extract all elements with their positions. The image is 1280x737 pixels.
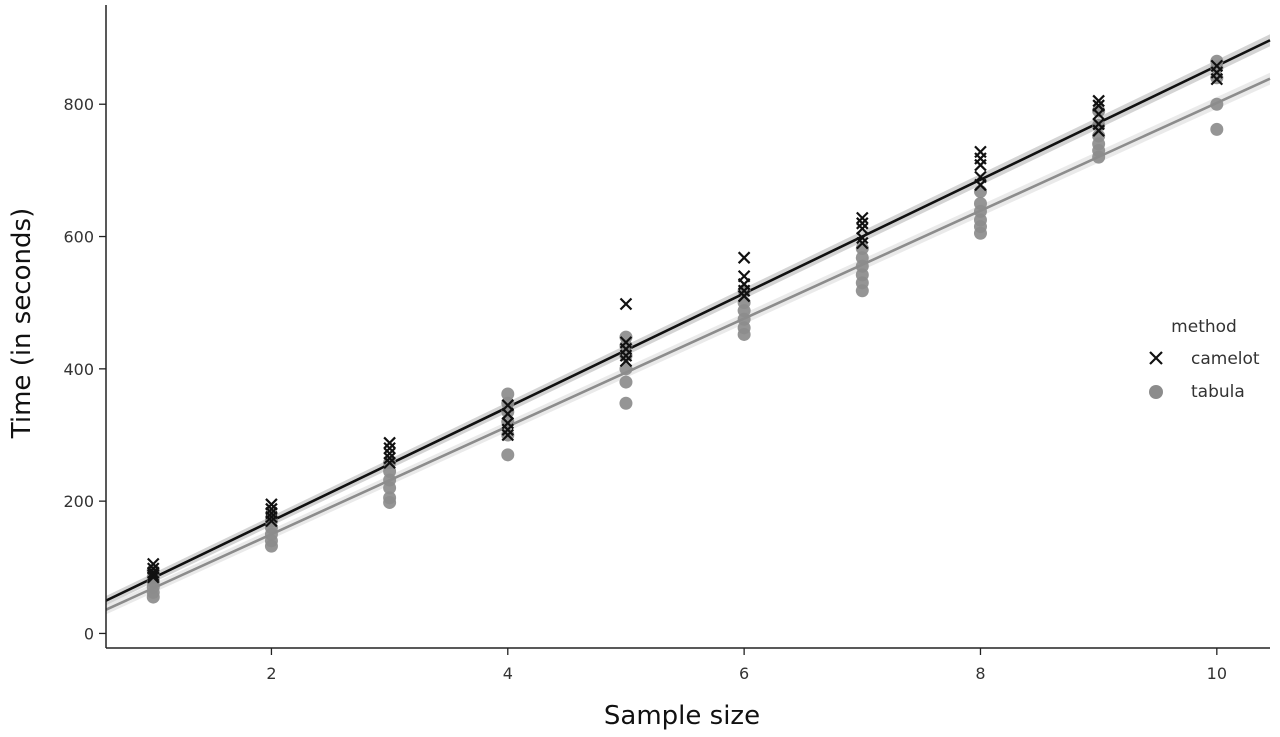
y-tick-label: 200 (63, 492, 94, 511)
point-camelot (619, 297, 633, 311)
x-tick-label: 6 (739, 664, 749, 683)
x-tick-label: 8 (975, 664, 985, 683)
point-camelot (974, 178, 987, 192)
point-camelot (146, 566, 160, 579)
point-camelot (501, 407, 515, 421)
point-camelot (856, 211, 869, 225)
point-camelot (501, 423, 515, 436)
point-tabula (619, 396, 633, 410)
legend-label-tabula: tabula (1191, 382, 1245, 402)
legend-marker-camelot (1149, 351, 1163, 365)
y-tick-label: 800 (63, 95, 94, 114)
point-camelot (1092, 94, 1105, 108)
point-tabula (1092, 150, 1106, 164)
plot-area (105, 34, 1271, 615)
point-tabula (1210, 97, 1224, 111)
point-tabula (383, 481, 397, 495)
x-tick-label: 4 (503, 664, 513, 683)
point-tabula (973, 226, 987, 240)
point-camelot (737, 289, 751, 303)
regression-line-tabula (105, 77, 1271, 611)
point-tabula (1210, 61, 1224, 75)
y-tick-label: 0 (84, 624, 94, 643)
point-camelot (1092, 107, 1105, 121)
point-camelot (146, 568, 160, 582)
point-camelot (737, 284, 751, 298)
point-camelot (383, 456, 396, 470)
point-camelot (856, 222, 869, 235)
point-tabula (855, 284, 869, 298)
y-tick-label: 600 (63, 228, 94, 247)
point-camelot (383, 451, 396, 465)
point-tabula (737, 327, 751, 341)
point-tabula (146, 590, 160, 604)
legend-title: method (1171, 317, 1237, 337)
point-camelot (1092, 124, 1105, 137)
point-tabula (619, 339, 633, 353)
legend-marker-tabula (1149, 385, 1163, 399)
point-tabula (973, 185, 987, 199)
point-camelot (619, 354, 633, 368)
point-camelot (265, 514, 278, 528)
legend: method camelot tabula (1149, 317, 1260, 402)
point-camelot (974, 158, 987, 172)
point-camelot (856, 236, 869, 250)
regression-line-camelot (105, 39, 1271, 602)
x-tick-label: 2 (266, 664, 276, 683)
x-axis-ticks: 2 4 6 8 10 (266, 648, 1227, 683)
point-camelot (383, 447, 396, 460)
point-tabula (501, 387, 515, 401)
point-camelot (265, 510, 278, 524)
point-tabula (264, 539, 278, 553)
point-camelot (383, 441, 396, 455)
legend-label-camelot: camelot (1191, 349, 1260, 369)
point-camelot (1210, 72, 1224, 86)
point-camelot (146, 570, 160, 584)
y-axis-label: Time (in seconds) (7, 208, 37, 439)
point-tabula (1210, 122, 1224, 136)
data-points (146, 54, 1224, 604)
y-tick-label: 400 (63, 360, 94, 379)
point-tabula (619, 375, 633, 389)
point-camelot (383, 436, 396, 450)
x-axis-label: Sample size (604, 701, 760, 731)
x-tick-label: 10 (1207, 664, 1227, 683)
point-camelot (856, 231, 869, 245)
point-tabula (501, 448, 515, 462)
y-axis-ticks: 0 200 400 600 800 (63, 95, 106, 643)
point-camelot (619, 349, 633, 362)
point-tabula (383, 495, 397, 509)
point-camelot (501, 428, 515, 442)
point-camelot (856, 217, 869, 230)
point-camelot (737, 251, 751, 264)
